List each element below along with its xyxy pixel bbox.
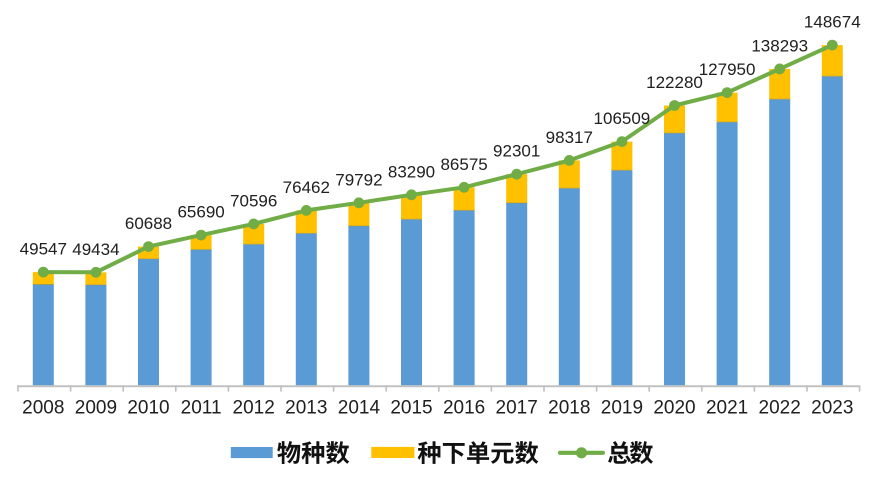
svg-text:2014: 2014 bbox=[338, 398, 381, 419]
svg-text:65690: 65690 bbox=[177, 203, 224, 222]
svg-text:2010: 2010 bbox=[127, 398, 169, 419]
svg-text:76462: 76462 bbox=[283, 178, 330, 197]
svg-text:2015: 2015 bbox=[390, 398, 432, 419]
svg-text:2021: 2021 bbox=[706, 398, 748, 419]
svg-text:70596: 70596 bbox=[230, 191, 277, 210]
svg-text:92301: 92301 bbox=[493, 142, 540, 161]
svg-text:2011: 2011 bbox=[181, 398, 222, 419]
svg-text:138293: 138293 bbox=[751, 36, 808, 55]
svg-text:2012: 2012 bbox=[233, 398, 275, 419]
svg-text:2017: 2017 bbox=[496, 398, 538, 419]
svg-text:122280: 122280 bbox=[646, 73, 703, 92]
svg-text:106509: 106509 bbox=[594, 109, 651, 128]
svg-text:2009: 2009 bbox=[75, 398, 117, 419]
svg-text:127950: 127950 bbox=[699, 60, 756, 79]
svg-text:83290: 83290 bbox=[388, 162, 435, 181]
svg-text:2018: 2018 bbox=[548, 398, 590, 419]
svg-text:2019: 2019 bbox=[601, 398, 643, 419]
svg-text:2013: 2013 bbox=[285, 398, 327, 419]
svg-text:2020: 2020 bbox=[653, 398, 695, 419]
svg-text:148674: 148674 bbox=[804, 13, 861, 32]
svg-text:2008: 2008 bbox=[22, 398, 64, 419]
svg-text:79792: 79792 bbox=[335, 170, 382, 189]
svg-text:60688: 60688 bbox=[125, 214, 172, 233]
svg-text:49547: 49547 bbox=[20, 240, 67, 259]
svg-text:98317: 98317 bbox=[546, 128, 593, 147]
svg-text:2022: 2022 bbox=[759, 398, 801, 419]
svg-text:2023: 2023 bbox=[811, 398, 853, 419]
svg-text:2016: 2016 bbox=[443, 398, 485, 419]
svg-text:49434: 49434 bbox=[72, 240, 119, 259]
svg-text:86575: 86575 bbox=[440, 155, 487, 174]
